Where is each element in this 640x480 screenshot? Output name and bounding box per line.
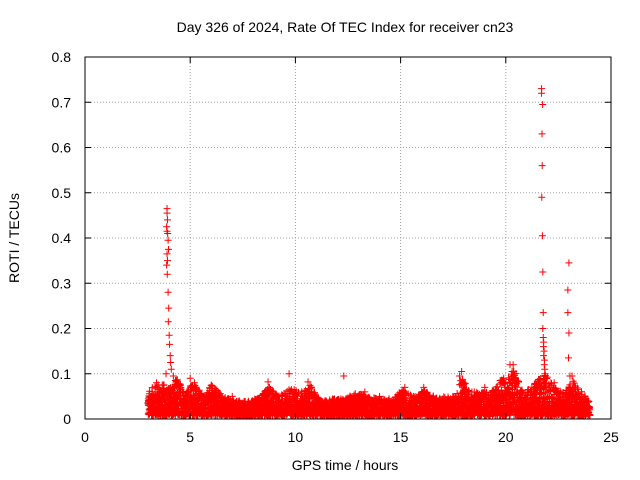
data-point [285,370,293,378]
data-point [264,378,272,386]
data-point [540,376,548,384]
data-point [304,378,312,386]
data-point [564,354,572,362]
data-point [456,372,464,380]
data-point [458,367,466,375]
y-tick-label: 0.3 [52,275,72,291]
data-point [481,383,489,391]
data-point [169,372,177,380]
data-point [500,374,508,382]
data-point [164,236,172,244]
data-point [163,270,171,278]
data-point [163,250,171,258]
x-axis-ticks: 0 5 10 15 20 25 [81,57,619,445]
data-point [186,374,194,382]
data-point [228,392,236,400]
data-point [340,372,348,380]
data-point [165,331,173,339]
data-point [539,309,547,317]
data-point [165,304,173,312]
data-point [163,216,171,224]
data-point [153,379,161,387]
data-point [308,385,316,393]
x-tick-label: 20 [498,429,514,445]
x-tick-label: 5 [186,429,194,445]
data-point [586,411,594,419]
data-point [550,379,558,387]
data-point [565,259,573,267]
data-point [169,389,177,397]
x-tick-label: 15 [393,429,409,445]
y-tick-label: 0.8 [52,49,72,65]
x-tick-label: 25 [603,429,619,445]
data-point [164,229,172,237]
data-point [166,340,174,348]
data-point [568,372,576,380]
x-axis-label: GPS time / hours [292,457,399,473]
data-point [401,383,409,391]
data-point [538,232,546,240]
y-tick-label: 0.5 [52,185,72,201]
data-point [376,392,384,400]
data-point [166,352,174,360]
data-point [171,377,179,385]
y-tick-label: 0 [63,411,71,427]
data-point [460,379,468,387]
data-point [565,329,573,337]
data-point [575,389,583,397]
y-tick-label: 0.1 [52,366,72,382]
data-point [164,288,172,296]
data-point [504,385,512,393]
data-point [513,377,521,385]
data-point [420,383,428,391]
data-point [564,286,572,294]
data-point [509,392,517,400]
data-point [540,352,548,360]
data-point [162,370,170,378]
data-point [488,387,496,395]
y-tick-label: 0.7 [52,94,72,110]
x-tick-label: 10 [288,429,304,445]
data-point [167,358,175,366]
y-axis-label: ROTI / TECUs [6,193,22,283]
y-tick-label: 0.2 [52,321,72,337]
data-point [538,162,546,170]
chart-title: Day 326 of 2024, Rate Of TEC Index for r… [177,19,514,35]
data-point [165,245,173,253]
y-tick-label: 0.6 [52,140,72,156]
data-point [211,387,219,395]
data-points [144,85,594,419]
data-point [509,361,517,369]
data-point [163,209,171,217]
data-point [539,101,547,109]
data-point [190,379,198,387]
data-point [361,388,369,396]
data-point [207,381,215,389]
data-point [541,370,549,378]
data-point [539,268,547,276]
data-point [515,377,523,385]
data-point [163,261,171,269]
data-point [543,375,551,383]
data-point [539,343,547,351]
data-point [538,130,546,138]
data-point [164,318,172,326]
data-point [512,370,520,378]
x-tick-label: 0 [81,429,89,445]
data-point [314,393,322,401]
data-point [564,309,572,317]
y-axis-ticks: 0 0.1 0.2 0.3 0.4 0.5 0.6 0.7 0.8 [52,49,611,427]
data-point [312,395,320,403]
data-point [539,325,547,332]
data-point [167,365,175,373]
data-point [470,388,478,396]
data-point [163,257,171,265]
data-point [573,384,581,392]
grid-lines [85,57,611,419]
data-point [508,367,516,375]
data-point [538,193,546,201]
y-tick-label: 0.4 [52,230,72,246]
data-point [538,89,546,97]
